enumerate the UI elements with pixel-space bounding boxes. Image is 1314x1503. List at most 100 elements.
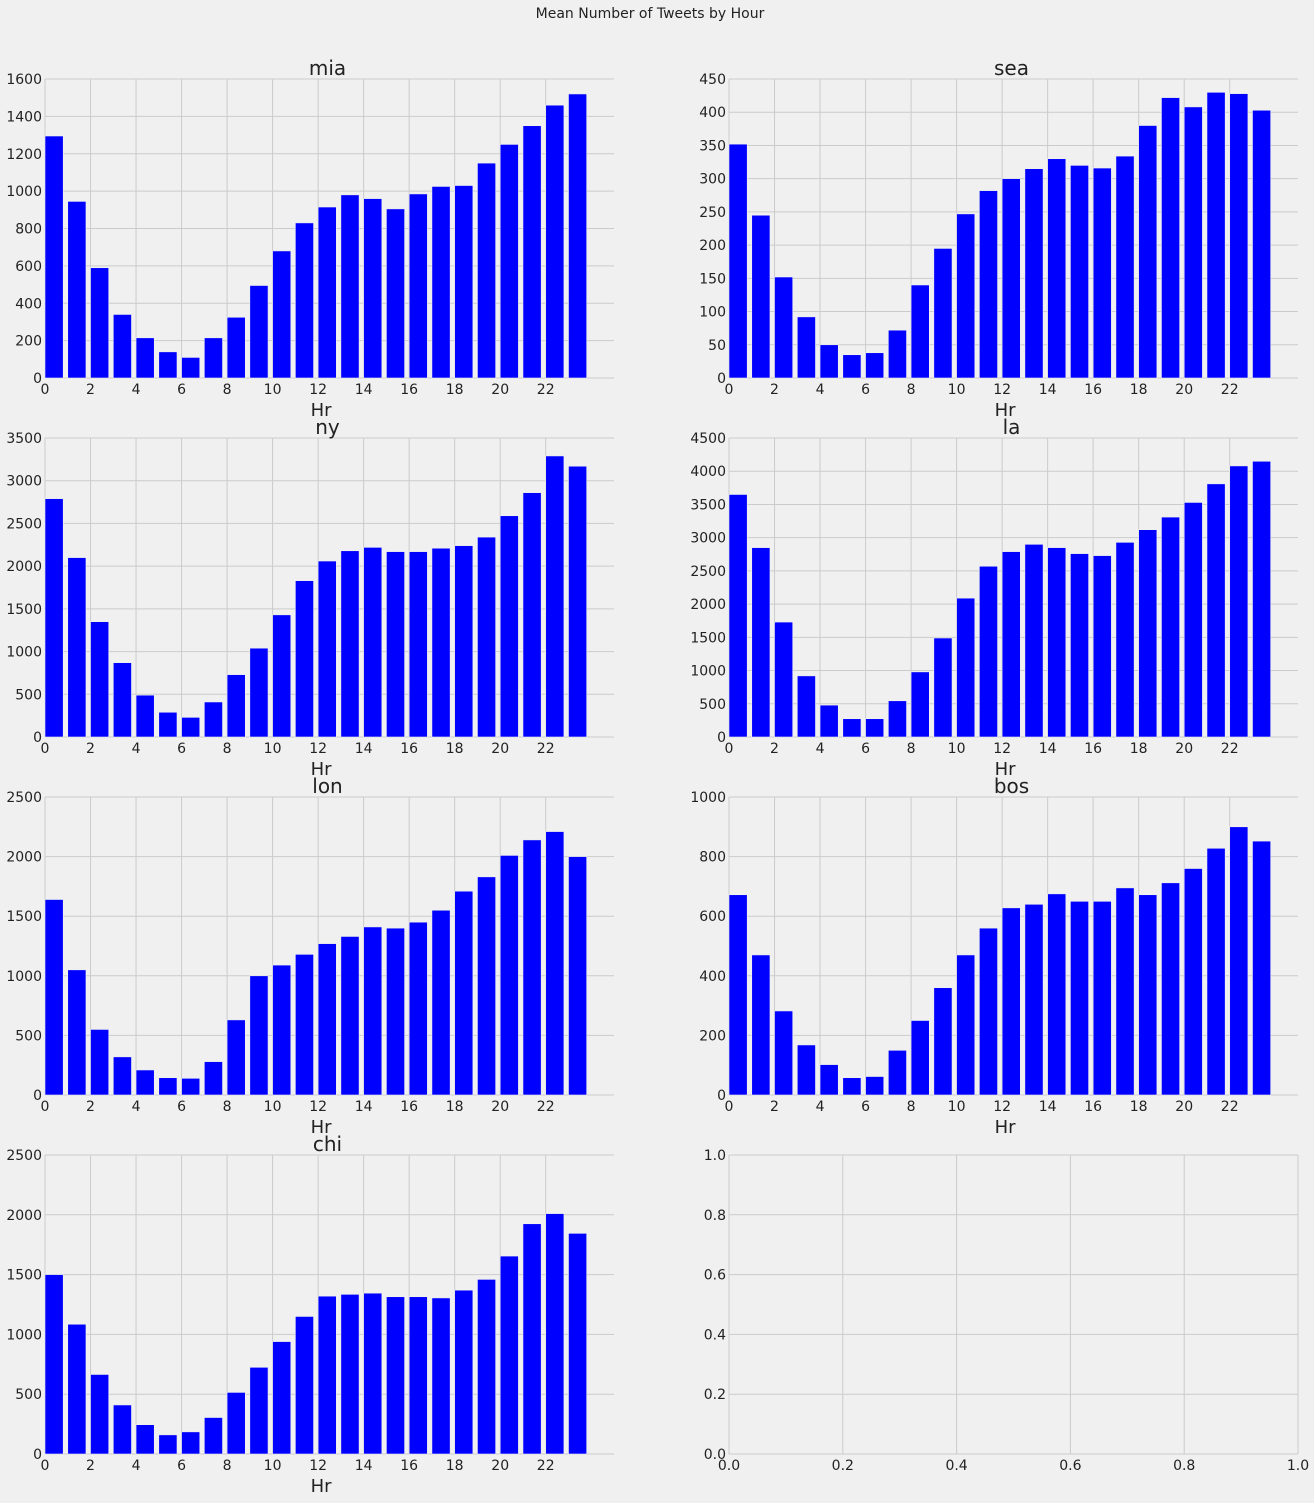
y-tick-label: 3000: [6, 474, 42, 490]
y-tick-label: 300: [699, 172, 726, 188]
bar-chi-hr-3: [112, 1404, 132, 1455]
y-tick-label: 250: [699, 205, 726, 221]
x-tick-label: 10: [264, 741, 282, 757]
y-tick-label: 200: [15, 334, 42, 350]
bar-sea-hr-5: [842, 354, 862, 379]
bar-mia-hr-8: [226, 316, 246, 379]
bar-la-hr-4: [819, 704, 839, 738]
subplot-title: chi: [313, 1132, 342, 1156]
x-tick-label: 14: [355, 1458, 373, 1474]
x-tick-label: 22: [1221, 382, 1239, 398]
x-tick-label: 22: [537, 741, 555, 757]
y-tick-label: 3000: [690, 531, 726, 547]
bar-bos-hr-17: [1115, 887, 1135, 1096]
x-tick-label: 2: [86, 382, 95, 398]
x-axis-label: Hr: [311, 1117, 333, 1138]
bar-lon-hr-12: [317, 943, 337, 1096]
bar-lon-hr-15: [386, 927, 405, 1096]
bar-ny-hr-14: [363, 547, 383, 738]
x-tick-label: 16: [400, 1099, 418, 1115]
bar-sea-hr-16: [1092, 167, 1112, 379]
bar-mia-hr-3: [112, 314, 132, 379]
bar-sea-hr-22: [1229, 93, 1249, 379]
y-tick-label: 2000: [690, 597, 726, 613]
x-axis-label: Hr: [311, 1476, 333, 1497]
bar-lon-hr-11: [295, 954, 314, 1096]
x-axis-label: Hr: [311, 759, 333, 780]
bar-lon-hr-18: [454, 890, 474, 1096]
y-tick-label: 50: [708, 338, 726, 354]
x-tick-label: 20: [491, 382, 509, 398]
bar-ny-hr-8: [226, 674, 246, 738]
bar-sea-hr-13: [1024, 168, 1044, 379]
bar-chi-hr-4: [135, 1424, 155, 1455]
y-tick-label: 400: [15, 296, 42, 312]
x-tick-label: 10: [264, 382, 282, 398]
x-tick-label: 12: [309, 741, 327, 757]
bar-sea-hr-11: [979, 190, 998, 379]
bar-bos-hr-1: [751, 954, 771, 1096]
bar-bos-hr-16: [1092, 900, 1112, 1096]
bar-bos-hr-9: [933, 987, 953, 1096]
bar-mia-hr-7: [204, 337, 223, 379]
bar-sea-hr-17: [1115, 155, 1135, 379]
bar-bos-hr-10: [956, 954, 976, 1096]
bar-bos-hr-18: [1138, 894, 1158, 1096]
bar-chi-hr-11: [295, 1316, 314, 1455]
bar-sea-hr-15: [1070, 165, 1089, 379]
bar-mia-hr-23: [568, 93, 587, 379]
x-axis-label: Hr: [995, 1117, 1017, 1138]
y-tick-label: 450: [699, 72, 726, 88]
bar-ny-hr-19: [477, 536, 496, 738]
x-tick-label: 6: [177, 1458, 186, 1474]
bar-lon-hr-21: [522, 839, 542, 1096]
x-tick-label: 12: [309, 382, 327, 398]
bar-la-hr-7: [888, 700, 907, 738]
x-tick-label: 8: [907, 1099, 916, 1115]
x-tick-label: 8: [223, 382, 232, 398]
bar-la-hr-19: [1161, 516, 1180, 738]
x-tick-label: 2: [86, 1458, 95, 1474]
bar-la-hr-15: [1070, 553, 1089, 738]
x-tick-label: 16: [400, 1458, 418, 1474]
x-tick-label: 4: [816, 1099, 825, 1115]
y-tick-label: 800: [699, 850, 726, 866]
subplot-title: mia: [309, 56, 346, 80]
x-tick-label: 12: [993, 1099, 1011, 1115]
bar-ny-hr-4: [135, 694, 155, 738]
bar-bos-hr-15: [1070, 900, 1089, 1096]
subplot-title: bos: [994, 774, 1029, 798]
bar-chi-hr-9: [249, 1366, 269, 1455]
bar-chi-hr-15: [386, 1296, 405, 1455]
x-tick-label: 22: [537, 1099, 555, 1115]
bar-ny-hr-0: [44, 498, 64, 738]
bar-bos-hr-2: [774, 1010, 794, 1096]
x-tick-label: 16: [1084, 1099, 1102, 1115]
y-tick-label: 600: [699, 909, 726, 925]
x-tick-label: 16: [400, 741, 418, 757]
x-tick-label: 14: [355, 1099, 373, 1115]
bar-lon-hr-19: [477, 876, 496, 1096]
bar-sea-hr-2: [774, 276, 794, 379]
y-tick-label: 500: [15, 1387, 42, 1403]
x-tick-label: 6: [177, 382, 186, 398]
x-tick-label: 0: [41, 741, 50, 757]
bar-bos-hr-7: [888, 1050, 907, 1096]
y-tick-label: 150: [699, 271, 726, 287]
bar-sea-hr-10: [956, 213, 976, 379]
y-tick-label: 1000: [6, 184, 42, 200]
y-tick-label: 2000: [6, 850, 42, 866]
bar-chi-hr-10: [272, 1341, 292, 1455]
bar-la-hr-13: [1024, 544, 1044, 738]
bar-mia-hr-13: [340, 194, 360, 379]
bar-chi-hr-23: [568, 1233, 587, 1455]
bar-sea-hr-14: [1047, 158, 1067, 379]
x-tick-label: 8: [223, 1099, 232, 1115]
bar-mia-hr-21: [522, 125, 542, 379]
bar-mia-hr-16: [408, 193, 428, 379]
bar-lon-hr-6: [181, 1078, 201, 1096]
y-tick-label: 600: [15, 259, 42, 275]
x-tick-label: 4: [816, 741, 825, 757]
x-axis-label: Hr: [995, 400, 1017, 421]
x-tick-label: 6: [861, 382, 870, 398]
